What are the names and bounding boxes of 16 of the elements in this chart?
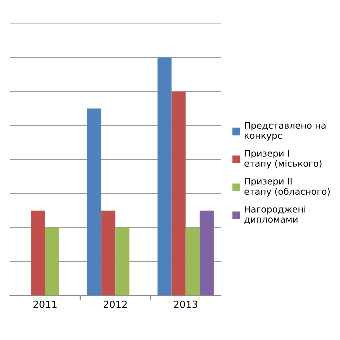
bar bbox=[186, 228, 200, 296]
bar bbox=[102, 210, 116, 296]
x-tick-label: 2012 bbox=[104, 300, 127, 308]
bar bbox=[87, 108, 102, 296]
bar bbox=[45, 228, 60, 296]
bar bbox=[200, 210, 214, 296]
legend-label: Нагороджені дипломами bbox=[244, 206, 306, 224]
x-tick-label: 2013 bbox=[174, 300, 198, 308]
x-tick-label: 2011 bbox=[34, 300, 57, 308]
legend-label: Призери І етапу (міського) bbox=[244, 150, 322, 169]
legend-label: Призери ІІ етапу (обласного) bbox=[244, 178, 330, 197]
bar bbox=[158, 58, 172, 296]
bar bbox=[31, 210, 46, 296]
bar bbox=[116, 228, 130, 296]
legend-label: Представлено на конкурс bbox=[244, 122, 326, 141]
bar bbox=[172, 92, 186, 296]
